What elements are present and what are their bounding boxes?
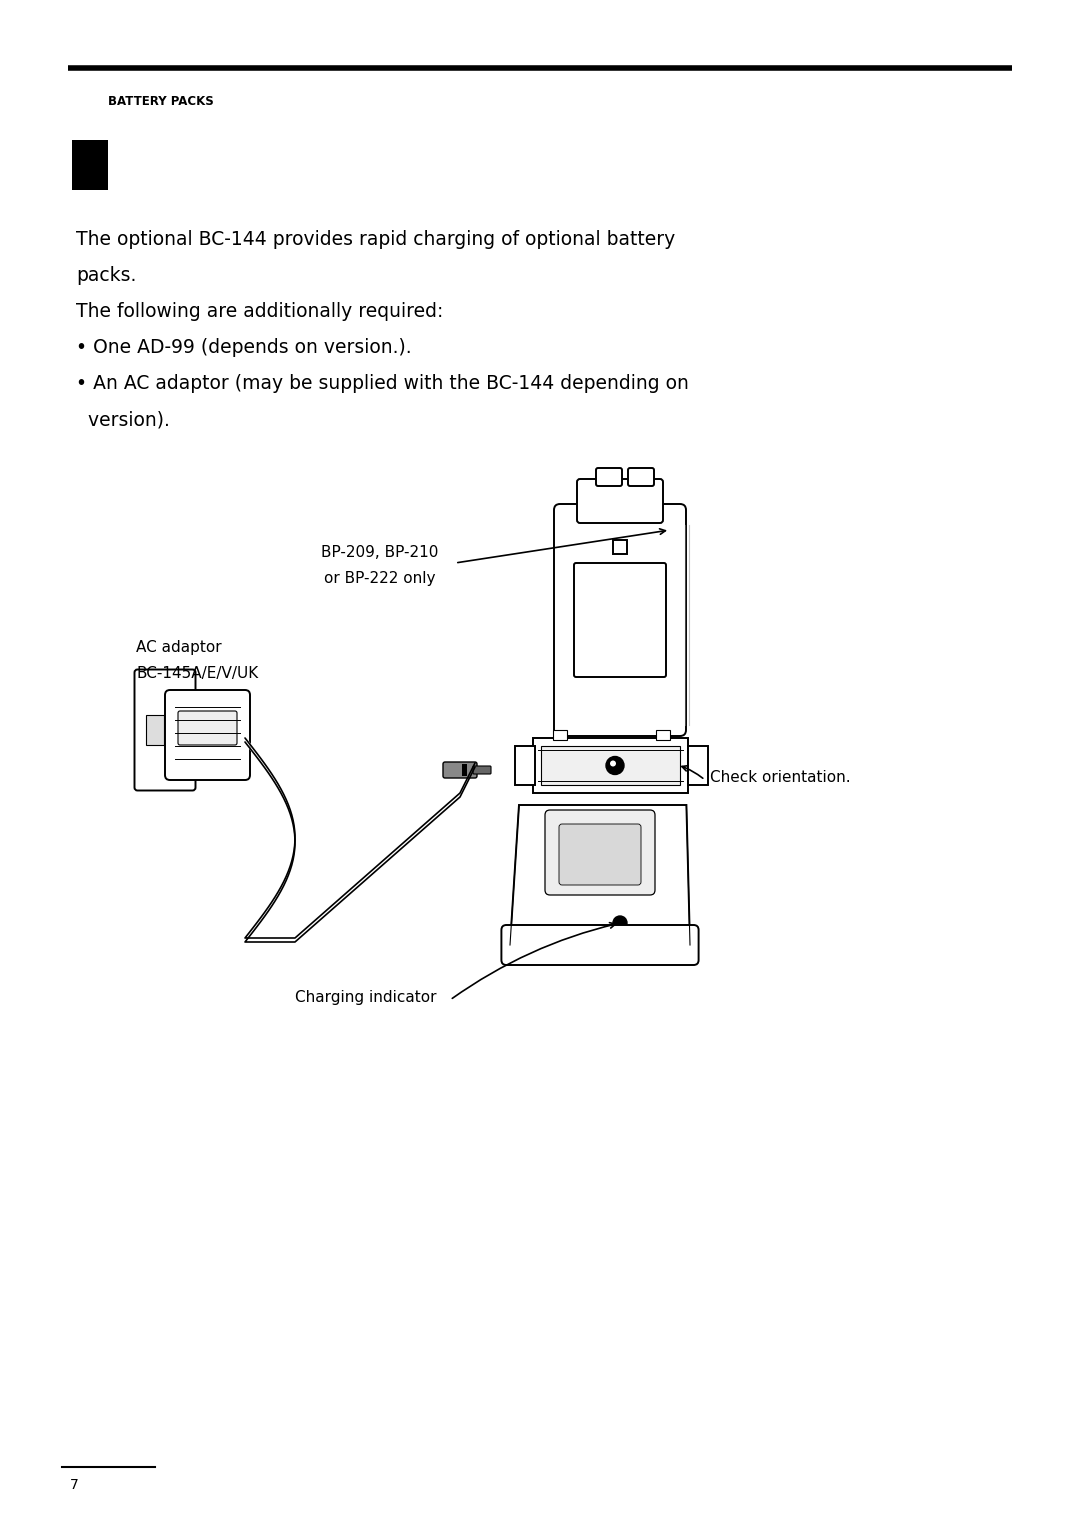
Bar (514, 746, 535, 784)
FancyBboxPatch shape (501, 924, 699, 966)
FancyBboxPatch shape (545, 810, 654, 896)
FancyBboxPatch shape (573, 564, 666, 678)
FancyBboxPatch shape (559, 824, 642, 885)
Text: 7: 7 (70, 1477, 79, 1493)
FancyBboxPatch shape (554, 504, 686, 736)
Text: AC adaptor: AC adaptor (136, 640, 221, 655)
Text: The following are additionally required:: The following are additionally required: (76, 302, 444, 321)
Text: packs.: packs. (76, 267, 136, 285)
Text: BATTERY PACKS: BATTERY PACKS (108, 94, 214, 108)
FancyBboxPatch shape (577, 480, 663, 522)
Bar (72, 140, 108, 190)
FancyBboxPatch shape (135, 670, 195, 790)
FancyBboxPatch shape (532, 739, 688, 793)
FancyBboxPatch shape (596, 468, 622, 486)
FancyBboxPatch shape (178, 711, 237, 745)
Polygon shape (510, 806, 690, 944)
FancyBboxPatch shape (627, 468, 654, 486)
Bar (553, 730, 567, 740)
Circle shape (613, 915, 627, 931)
Text: BP-209, BP-210: BP-209, BP-210 (322, 545, 438, 560)
Bar (688, 746, 707, 784)
Text: or BP-222 only: or BP-222 only (324, 571, 435, 586)
Text: Charging indicator: Charging indicator (295, 990, 436, 1005)
Text: • An AC adaptor (may be supplied with the BC-144 depending on: • An AC adaptor (may be supplied with th… (76, 375, 689, 393)
Text: The optional BC-144 provides rapid charging of optional battery: The optional BC-144 provides rapid charg… (76, 230, 675, 248)
Text: Check orientation.: Check orientation. (710, 771, 851, 784)
Bar (540, 746, 679, 784)
Bar (146, 714, 163, 745)
FancyBboxPatch shape (165, 690, 249, 780)
FancyBboxPatch shape (473, 766, 491, 774)
Text: BC-145A/E/V/UK: BC-145A/E/V/UK (136, 666, 258, 681)
Bar (613, 541, 627, 554)
Circle shape (606, 757, 624, 775)
Text: • One AD-99 (depends on version.).: • One AD-99 (depends on version.). (76, 338, 411, 356)
Circle shape (610, 760, 616, 766)
Bar (656, 730, 670, 740)
FancyBboxPatch shape (443, 762, 477, 778)
Text: version).: version). (76, 410, 170, 429)
Bar (462, 765, 467, 777)
